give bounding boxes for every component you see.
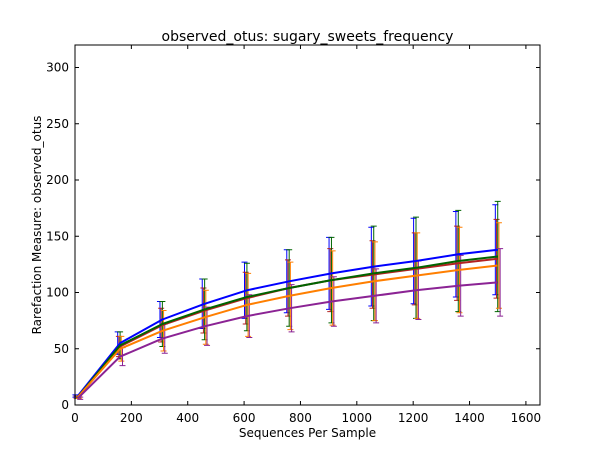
y-tick-label: 300 bbox=[46, 61, 69, 75]
plot-marks bbox=[72, 200, 504, 400]
series-line-3 bbox=[77, 255, 498, 398]
chart-title: observed_otus: sugary_sweets_frequency bbox=[162, 29, 454, 45]
y-axis-title: Rarefaction Measure: observed_otus bbox=[30, 116, 44, 335]
x-tick-label: 1600 bbox=[511, 411, 542, 425]
y-tick-label: 200 bbox=[46, 173, 69, 187]
series-line-4 bbox=[77, 264, 498, 398]
y-tick-label: 0 bbox=[61, 398, 69, 412]
x-tick-label: 400 bbox=[176, 411, 199, 425]
x-tick-label: 1200 bbox=[398, 411, 429, 425]
y-tick-label: 250 bbox=[46, 117, 69, 131]
plot-frame bbox=[74, 44, 541, 406]
y-axis: 0 50 100 150 200 250 300 bbox=[46, 61, 540, 412]
x-axis: 0 200 400 600 800 1000 1200 1400 1600 bbox=[71, 45, 541, 425]
x-tick-label: 600 bbox=[233, 411, 256, 425]
x-axis-title: Sequences Per Sample bbox=[239, 426, 376, 440]
x-tick-label: 1400 bbox=[454, 411, 485, 425]
x-tick-label: 1000 bbox=[342, 411, 373, 425]
series-line-5 bbox=[77, 281, 498, 400]
x-tick-label: 200 bbox=[120, 411, 143, 425]
y-tick-label: 150 bbox=[46, 229, 69, 243]
y-tick-label: 100 bbox=[46, 286, 69, 300]
series-line-1 bbox=[77, 248, 498, 397]
x-tick-label: 0 bbox=[71, 411, 79, 425]
plot-area bbox=[75, 45, 540, 405]
x-tick-label: 800 bbox=[289, 411, 312, 425]
y-tick-label: 50 bbox=[54, 342, 69, 356]
